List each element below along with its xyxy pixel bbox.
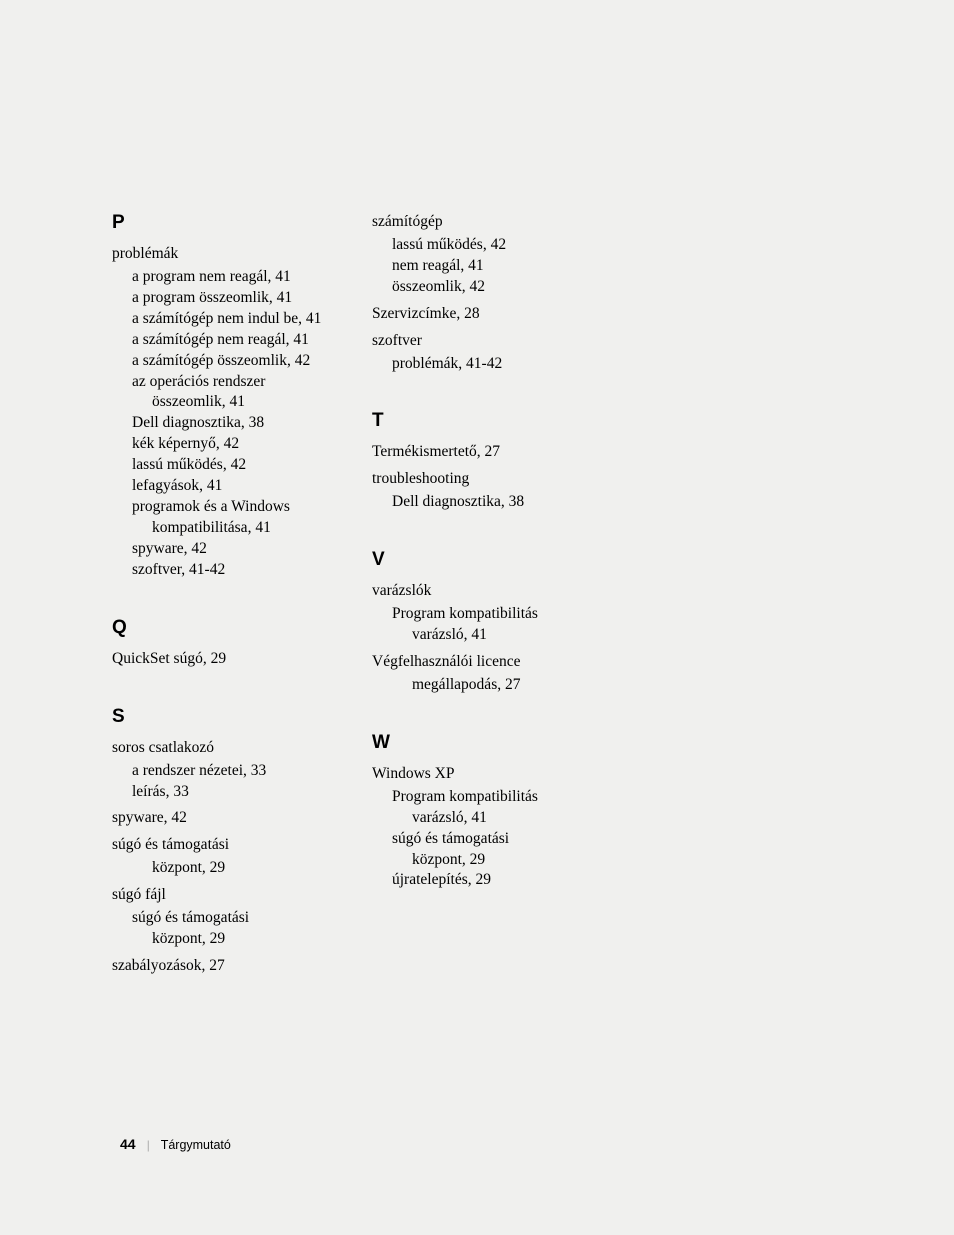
index-subentry: központ, 29	[112, 929, 332, 950]
index-section: Ssoros csatlakozóa rendszer nézetei, 33l…	[112, 706, 332, 977]
index-subentry: kék képernyő, 42	[112, 434, 332, 455]
index-subentry: kompatibilitása, 41	[112, 518, 332, 539]
section-letter: T	[372, 410, 592, 432]
index-entry-group: súgó fájlsúgó és támogatásiközpont, 29	[112, 885, 332, 950]
index-term: Végfelhasználói licence	[372, 652, 592, 673]
index-entry: Termékismertető, 27	[372, 442, 592, 463]
index-subentry: lassú működés, 42	[112, 455, 332, 476]
index-subentry: varázsló, 41	[372, 625, 592, 646]
footer-label: Tárgymutató	[161, 1138, 231, 1152]
index-subentry: összeomlik, 42	[372, 277, 592, 298]
index-subentry: szoftver, 41-42	[112, 560, 332, 581]
index-subentry: spyware, 42	[112, 539, 332, 560]
index-subentry: leírás, 33	[112, 782, 332, 803]
index-term: soros csatlakozó	[112, 738, 332, 759]
index-entry: Szervizcímke, 28	[372, 304, 592, 325]
index-subentry: problémák, 41-42	[372, 354, 592, 375]
page-footer: 44 | Tárgymutató	[120, 1136, 231, 1153]
index-subentry: összeomlik, 41	[112, 392, 332, 413]
index-term: problémák	[112, 244, 332, 265]
page: Pproblémáka program nem reagál, 41a prog…	[0, 0, 954, 1235]
index-subentry: lassú működés, 42	[372, 235, 592, 256]
index-subentry: központ, 29	[112, 858, 332, 879]
index-subentry: nem reagál, 41	[372, 256, 592, 277]
section-letter: V	[372, 549, 592, 571]
index-subentry: Dell diagnosztika, 38	[372, 492, 592, 513]
section-letter: W	[372, 732, 592, 754]
footer-separator: |	[147, 1137, 150, 1152]
index-subentry: Dell diagnosztika, 38	[112, 413, 332, 434]
index-subentry: súgó és támogatási	[372, 829, 592, 850]
index-subentry: újratelepítés, 29	[372, 870, 592, 891]
index-term: troubleshooting	[372, 469, 592, 490]
index-term: súgó fájl	[112, 885, 332, 906]
index-entry: szabályozások, 27	[112, 956, 332, 977]
index-term: szoftver	[372, 331, 592, 352]
section-letter: P	[112, 212, 332, 234]
index-subentry: a program nem reagál, 41	[112, 267, 332, 288]
index-entry-group: Windows XPProgram kompatibilitásvarázsló…	[372, 764, 592, 892]
index-subentry: az operációs rendszer	[112, 372, 332, 393]
index-subentry: központ, 29	[372, 850, 592, 871]
index-entry-group: Végfelhasználói licencemegállapodás, 27	[372, 652, 592, 696]
section-letter: Q	[112, 617, 332, 639]
column-1: Pproblémáka program nem reagál, 41a prog…	[112, 212, 332, 983]
index-term: Windows XP	[372, 764, 592, 785]
index-entry-group: varázslókProgram kompatibilitásvarázsló,…	[372, 581, 592, 646]
index-subentry: a program összeomlik, 41	[112, 288, 332, 309]
index-subentry: a számítógép összeomlik, 42	[112, 351, 332, 372]
index-subentry: lefagyások, 41	[112, 476, 332, 497]
index-entry-group: számítógéplassú működés, 42nem reagál, 4…	[372, 212, 592, 298]
section-letter: S	[112, 706, 332, 728]
index-section: W Windows XPProgram kompatibilitásvarázsl…	[372, 732, 592, 892]
index-subentry: a számítógép nem reagál, 41	[112, 330, 332, 351]
index-entry-group: súgó és támogatásiközpont, 29	[112, 835, 332, 879]
index-section: számítógéplassú működés, 42nem reagál, 4…	[372, 212, 592, 374]
index-subentry: a rendszer nézetei, 33	[112, 761, 332, 782]
index-term: számítógép	[372, 212, 592, 233]
index-subentry: Program kompatibilitás	[372, 787, 592, 808]
page-number: 44	[120, 1136, 136, 1152]
index-entry-group: problémáka program nem reagál, 41a progr…	[112, 244, 332, 581]
index-subentry: Program kompatibilitás	[372, 604, 592, 625]
index-entry-group: szoftverproblémák, 41-42	[372, 331, 592, 375]
index-term: varázslók	[372, 581, 592, 602]
index-subentry: programok és a Windows	[112, 497, 332, 518]
index-section: T Termékismertető, 27 troubleshootingDell …	[372, 410, 592, 513]
index-entry: QuickSet súgó, 29	[112, 649, 332, 670]
column-2: számítógéplassú működés, 42nem reagál, 4…	[372, 212, 592, 983]
index-subentry: varázsló, 41	[372, 808, 592, 829]
index-entry-group: soros csatlakozóa rendszer nézetei, 33le…	[112, 738, 332, 803]
index-subentry: megállapodás, 27	[372, 675, 592, 696]
index-entry: spyware, 42	[112, 808, 332, 829]
index-entry-group: troubleshootingDell diagnosztika, 38	[372, 469, 592, 513]
index-subentry: súgó és támogatási	[112, 908, 332, 929]
index-section: VvarázslókProgram kompatibilitásvarázsló…	[372, 549, 592, 696]
index-content: Pproblémáka program nem reagál, 41a prog…	[112, 212, 832, 983]
index-section: Pproblémáka program nem reagál, 41a prog…	[112, 212, 332, 581]
index-section: Q QuickSet súgó, 29	[112, 617, 332, 670]
index-term: súgó és támogatási	[112, 835, 332, 856]
index-subentry: a számítógép nem indul be, 41	[112, 309, 332, 330]
